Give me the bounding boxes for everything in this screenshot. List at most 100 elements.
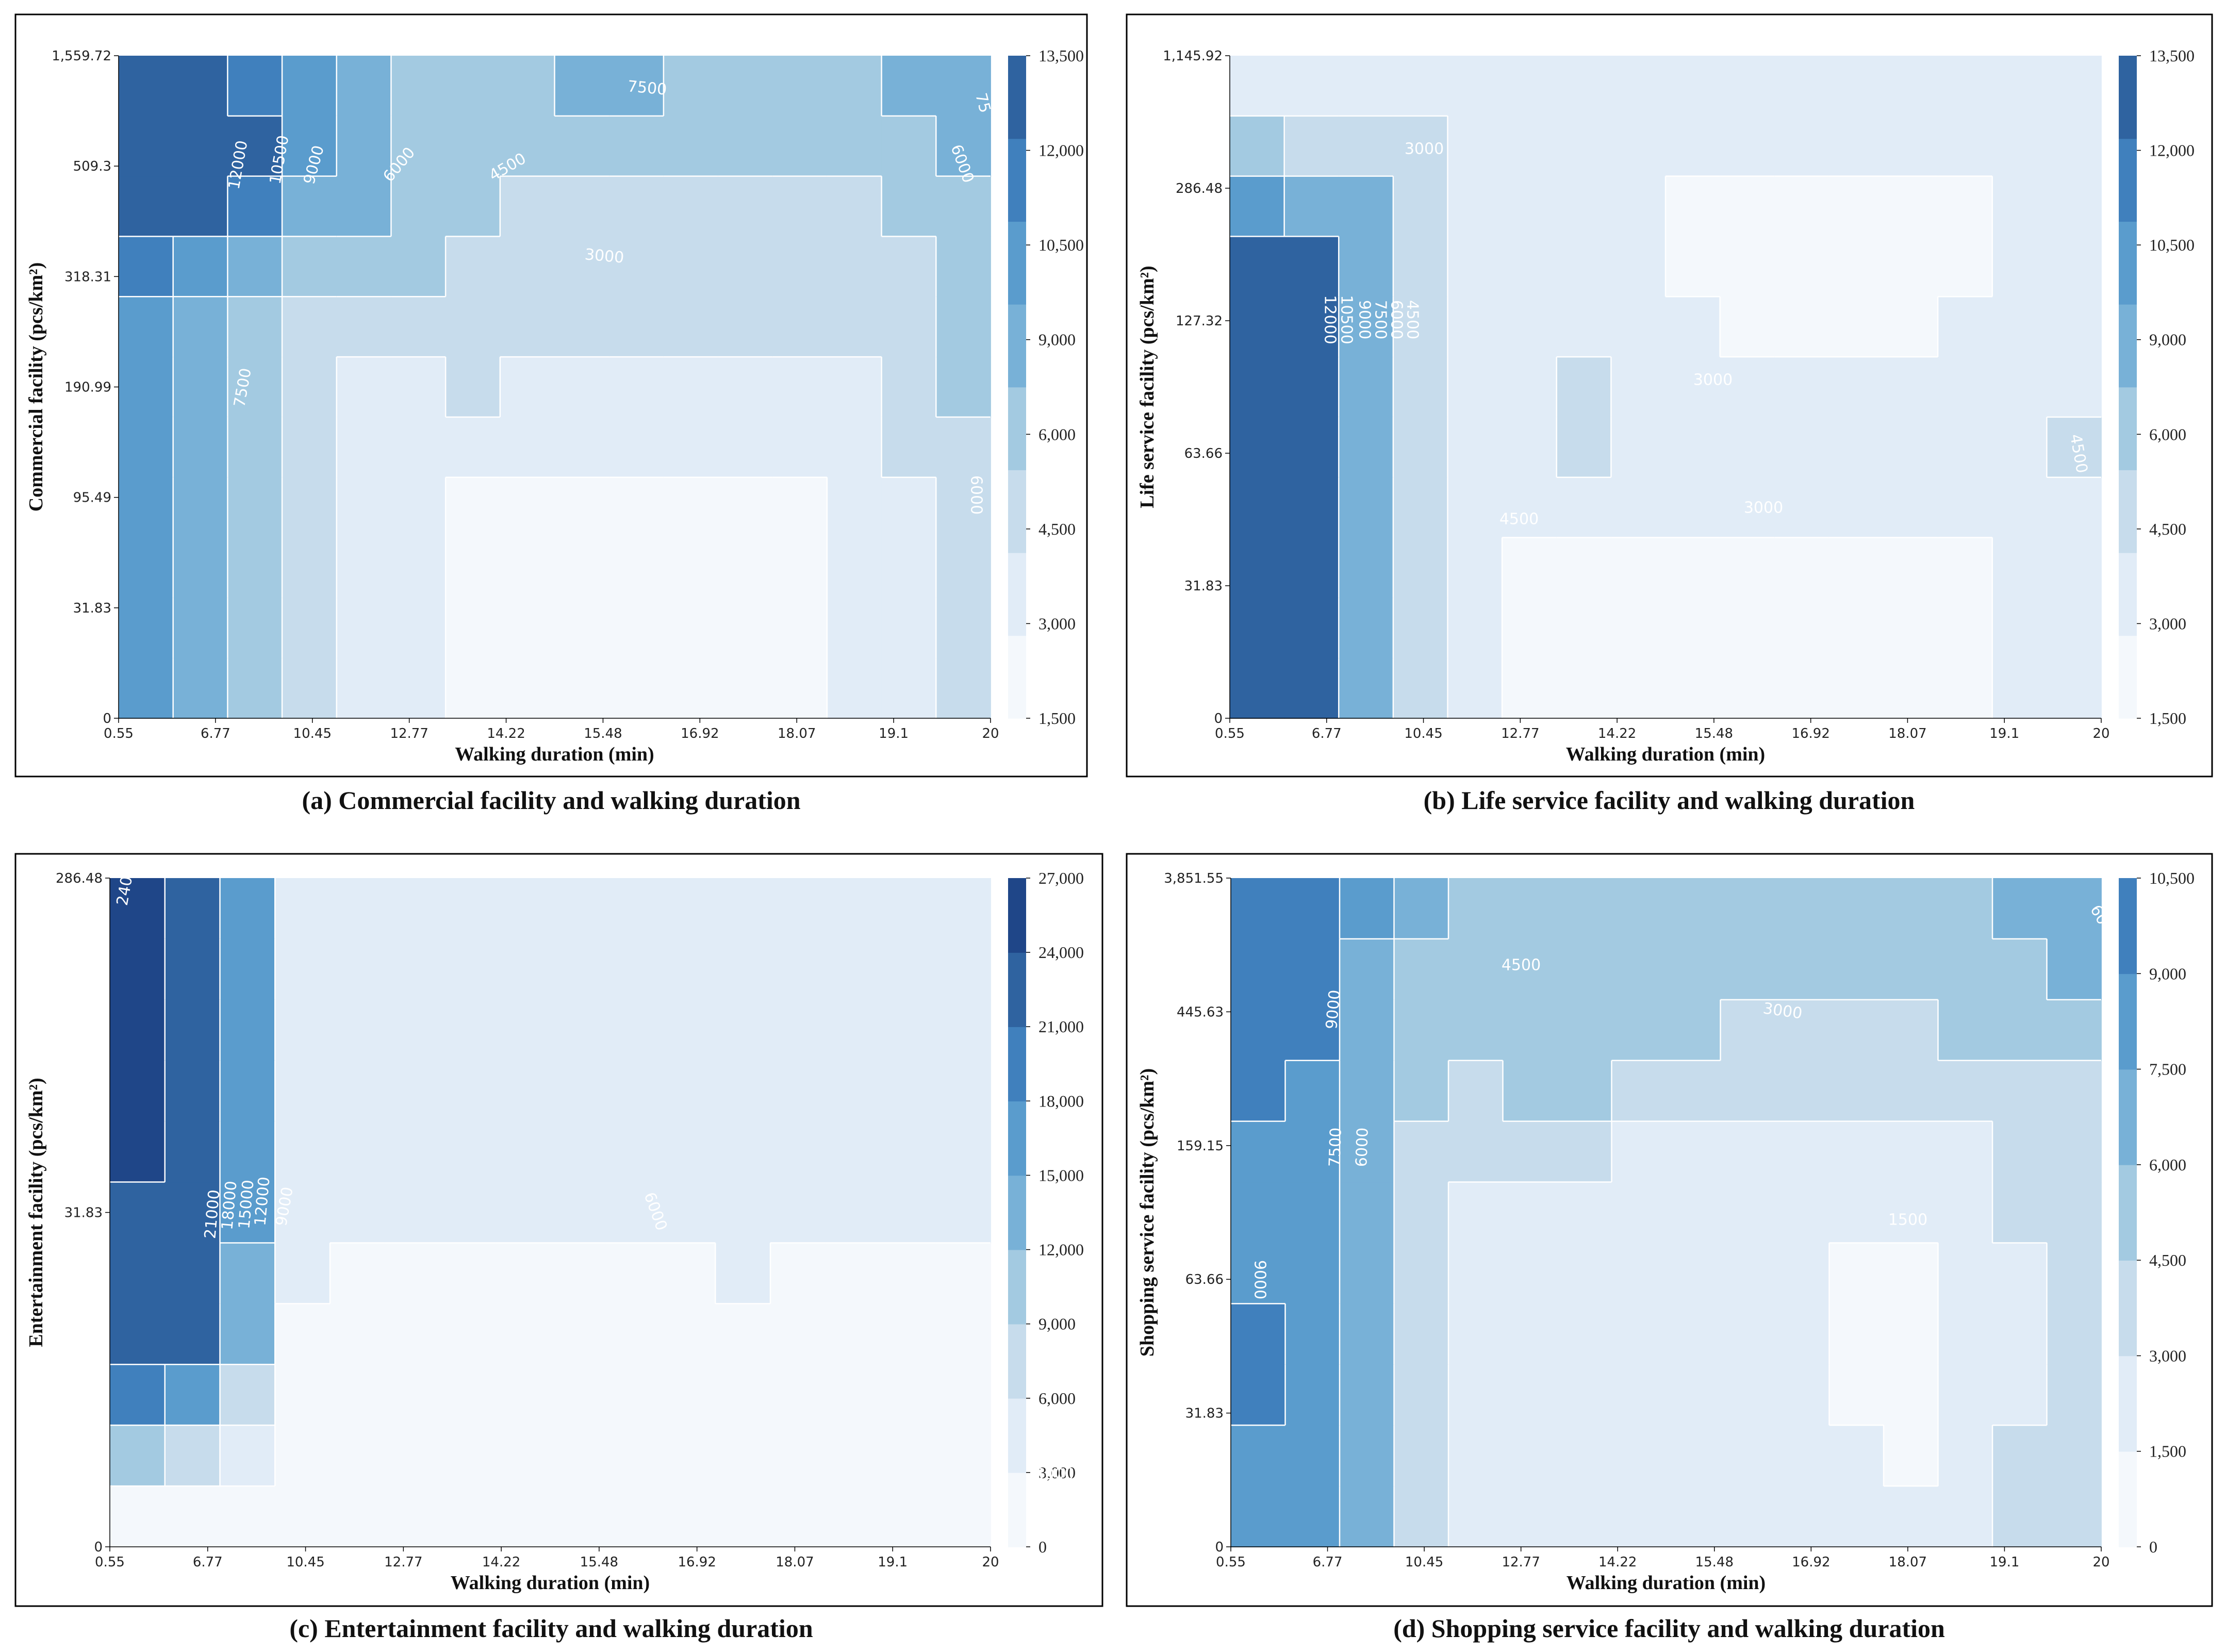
- x-tick-label: 18.07: [1889, 1555, 1927, 1570]
- contour-cell: [110, 1486, 166, 1547]
- x-tick-label: 10.45: [1405, 1555, 1443, 1570]
- colorbar-band: [1008, 1398, 1026, 1473]
- contour-cell: [2047, 477, 2102, 538]
- contour-cell: [660, 1486, 716, 1547]
- contour-cell: [1829, 1425, 1884, 1486]
- contour-cell: [935, 1425, 991, 1486]
- colorbar-band: [2119, 973, 2137, 1070]
- contour-cell: [827, 176, 882, 237]
- contour-cell: [880, 1425, 936, 1486]
- contour-cell: [1556, 56, 1612, 117]
- contour-cell: [391, 296, 447, 357]
- contour-cell: [500, 236, 555, 298]
- contour-cell: [1393, 176, 1448, 237]
- contour-cell: [1502, 658, 1557, 719]
- colorbar-tick-label: 13,500: [1038, 46, 1084, 65]
- contour-cell: [880, 999, 936, 1061]
- contour-cell: [772, 598, 828, 659]
- contour-label: 9000: [1323, 989, 1344, 1030]
- contour-cell: [936, 56, 991, 117]
- contour-cell: [1883, 56, 1939, 117]
- colorbar-tick-label: 6,000: [1038, 1389, 1076, 1408]
- contour-cell: [1611, 357, 1666, 418]
- contour-cell: [827, 115, 882, 177]
- panel-caption: (c) Entertainment facility and walking d…: [289, 1614, 813, 1643]
- colorbar-band: [1008, 878, 1026, 953]
- contour-cell: [1775, 1303, 1830, 1365]
- contour-cell: [1447, 176, 1503, 237]
- colorbar-tick-label: 7,500: [2149, 1060, 2186, 1079]
- contour-cell: [1828, 658, 1884, 719]
- contour-cell: [554, 658, 610, 719]
- contour-cell: [1502, 236, 1557, 298]
- contour-cell: [772, 477, 828, 538]
- contour-cell: [1339, 357, 1394, 418]
- contour-cell: [385, 1121, 441, 1183]
- contour-cell: [1393, 296, 1448, 357]
- contour-cell: [660, 1303, 716, 1365]
- contour-cell: [663, 236, 719, 298]
- x-tick-label: 10.45: [293, 726, 332, 741]
- contour-cell: [385, 1486, 441, 1547]
- contour-cell: [1502, 537, 1557, 599]
- contour-cell: [605, 999, 661, 1061]
- y-tick-label: 31.83: [1184, 579, 1223, 594]
- contour-cell: [1938, 417, 1993, 478]
- contour-cell: [1611, 1303, 1667, 1365]
- contour-cell: [446, 236, 501, 298]
- contour-cell: [1938, 477, 1993, 538]
- contour-cell: [391, 537, 447, 599]
- contour-label: 7500: [1372, 300, 1390, 339]
- contour-cell: [1828, 477, 1884, 538]
- contour-cell: [1284, 537, 1340, 599]
- contour-cell: [1938, 999, 1993, 1061]
- contour-cell: [1448, 1425, 1504, 1486]
- contour-cell: [495, 1121, 551, 1183]
- contour-cell: [1503, 1182, 1558, 1244]
- x-tick-label: 6.77: [201, 726, 230, 741]
- contour-cell: [609, 296, 664, 357]
- contour-cell: [1231, 1121, 1286, 1183]
- contour-cell: [1992, 938, 2048, 1000]
- y-tick-label: 0: [1214, 711, 1223, 726]
- contour-cell: [715, 1486, 771, 1547]
- contour-cell: [1503, 999, 1558, 1061]
- contour-cell: [1556, 598, 1612, 659]
- contour-cell: [1938, 176, 1993, 237]
- contour-cell: [1231, 1425, 1286, 1486]
- contour-cell: [881, 176, 937, 237]
- contour-cell: [1394, 1303, 1449, 1365]
- contour-cell: [1611, 1425, 1667, 1486]
- contour-cell: [1828, 357, 1884, 418]
- contour-cell: [1666, 537, 1721, 599]
- colorbar-tick-label: 4,500: [2149, 1251, 2186, 1269]
- contour-cell: [500, 477, 555, 538]
- contour-field: [1230, 56, 2102, 719]
- panel-caption: (b) Life service facility and walking du…: [1424, 786, 1915, 815]
- x-tick-label: 19.1: [1989, 726, 2019, 741]
- contour-cell: [1720, 357, 1775, 418]
- contour-cell: [500, 56, 555, 117]
- contour-cell: [1938, 56, 1993, 117]
- x-tick-label: 12.77: [384, 1555, 422, 1570]
- contour-cell: [1775, 1486, 1830, 1547]
- contour-cell: [275, 1243, 331, 1304]
- contour-cell: [164, 1121, 221, 1183]
- contour-cell: [1666, 176, 1721, 237]
- contour-cell: [220, 1182, 276, 1244]
- colorbar-tick-label: 6,000: [2149, 1155, 2186, 1174]
- contour-cell: [1557, 1060, 1612, 1122]
- contour-cell: [446, 56, 501, 117]
- contour-cell: [1883, 115, 1939, 177]
- contour-cell: [881, 115, 937, 177]
- contour-cell: [1775, 938, 1830, 1000]
- contour-cell: [1829, 999, 1884, 1061]
- colorbar-band: [2119, 56, 2137, 139]
- contour-cell: [385, 1303, 441, 1365]
- contour-cell: [2047, 417, 2102, 478]
- contour-cell: [440, 1486, 496, 1547]
- contour-label: 12000: [251, 1176, 273, 1227]
- contour-cell: [1992, 477, 2048, 538]
- contour-cell: [1448, 999, 1504, 1061]
- contour-cell: [1340, 1243, 1395, 1304]
